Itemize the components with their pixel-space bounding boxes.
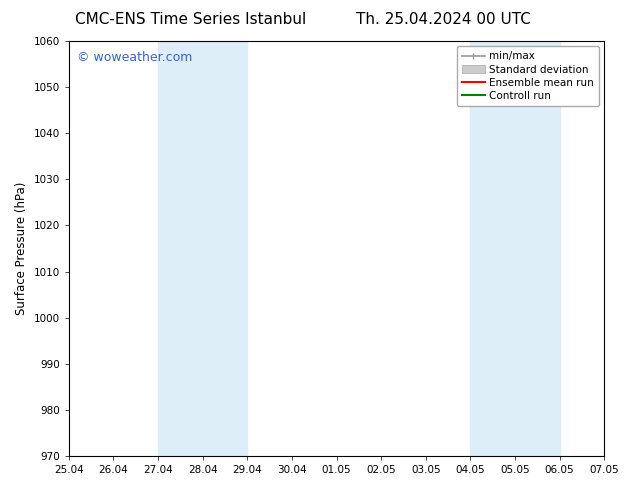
Bar (158, 41, 247, 456)
Text: Th. 25.04.2024 00 UTC: Th. 25.04.2024 00 UTC (356, 12, 531, 27)
Text: CMC-ENS Time Series Istanbul: CMC-ENS Time Series Istanbul (75, 12, 306, 27)
Bar (470, 41, 560, 456)
Y-axis label: Surface Pressure (hPa): Surface Pressure (hPa) (15, 182, 28, 315)
Legend: min/max, Standard deviation, Ensemble mean run, Controll run: min/max, Standard deviation, Ensemble me… (456, 46, 599, 106)
Text: © woweather.com: © woweather.com (77, 51, 192, 64)
